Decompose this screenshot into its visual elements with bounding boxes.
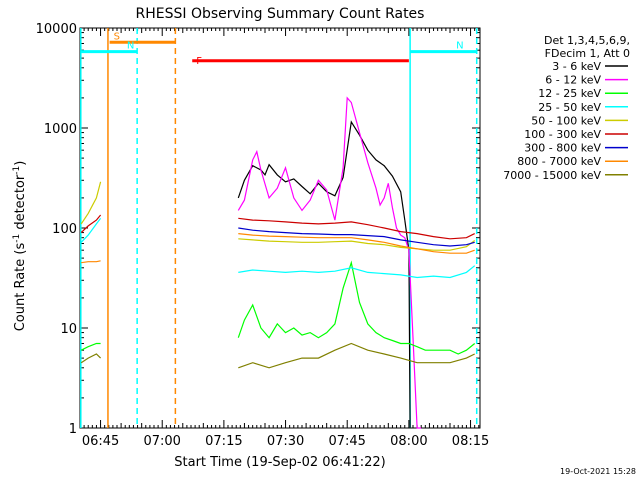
chart-title: RHESSI Observing Summary Count Rates xyxy=(136,6,425,22)
x-tick-label: 08:15 xyxy=(452,434,489,449)
x-tick-label: 06:45 xyxy=(82,434,119,449)
y-axis-label: Count Rate (s-1 detector-1) xyxy=(12,161,28,332)
legend-label: 100 - 300 keV xyxy=(524,128,601,141)
x-tick-label: 07:30 xyxy=(267,434,304,449)
series-line xyxy=(238,227,475,247)
legend-label: 25 - 50 keV xyxy=(538,101,601,114)
series-line xyxy=(238,238,476,251)
y-tick-label: 1 xyxy=(69,422,77,437)
y-tick-label: 10 xyxy=(60,322,77,337)
annotation-label: N xyxy=(456,41,463,52)
series-line xyxy=(80,342,101,351)
y-tick-label: 10000 xyxy=(36,22,77,37)
series-line xyxy=(237,120,406,221)
legend-header-line: FDecim 1, Att 0 xyxy=(545,47,630,60)
series-line xyxy=(81,260,101,264)
legend-header-line: Det 1,3,4,5,6,9, xyxy=(544,34,630,47)
y-tick-label: 1000 xyxy=(44,122,77,137)
x-tick-label: 07:15 xyxy=(205,434,242,449)
series-line xyxy=(237,260,476,355)
x-tick-label: 08:00 xyxy=(390,434,427,449)
series-line xyxy=(238,265,476,279)
timestamp: 19-Oct-2021 15:28 xyxy=(560,467,636,476)
series-line xyxy=(80,217,102,243)
series-line xyxy=(80,353,102,364)
legend-label: 3 - 6 keV xyxy=(552,60,601,73)
y-tick-label: 100 xyxy=(52,222,77,237)
series-line xyxy=(80,214,102,234)
legend-label: 6 - 12 keV xyxy=(545,74,601,87)
annotation-label: N xyxy=(127,41,134,52)
series-line xyxy=(238,217,475,240)
legend-label: 50 - 100 keV xyxy=(531,114,601,127)
plot-area: 1 10 100 1000 10000 06:45 07:00 07:15 07:30 07:45… xyxy=(36,22,490,449)
legend: Det 1,3,4,5,6,9,FDecim 1, Att 03 - 6 keV… xyxy=(503,34,630,182)
annotation-label: F xyxy=(196,56,202,67)
series-line xyxy=(237,96,406,239)
annotation-label: S xyxy=(114,31,120,42)
legend-label: 7000 - 15000 keV xyxy=(503,169,601,182)
plot-frame xyxy=(79,27,481,429)
x-axis-label: Start Time (19-Sep-02 06:41:22) xyxy=(174,455,385,470)
series-line xyxy=(238,233,475,254)
series-line xyxy=(80,181,102,225)
x-tick-label: 07:45 xyxy=(328,434,365,449)
series-line xyxy=(238,342,475,369)
legend-label: 300 - 800 keV xyxy=(524,142,601,155)
series-line xyxy=(404,237,422,429)
legend-label: 800 - 7000 keV xyxy=(517,155,601,168)
x-tick-label: 07:00 xyxy=(143,434,180,449)
legend-label: 12 - 25 keV xyxy=(538,87,601,100)
